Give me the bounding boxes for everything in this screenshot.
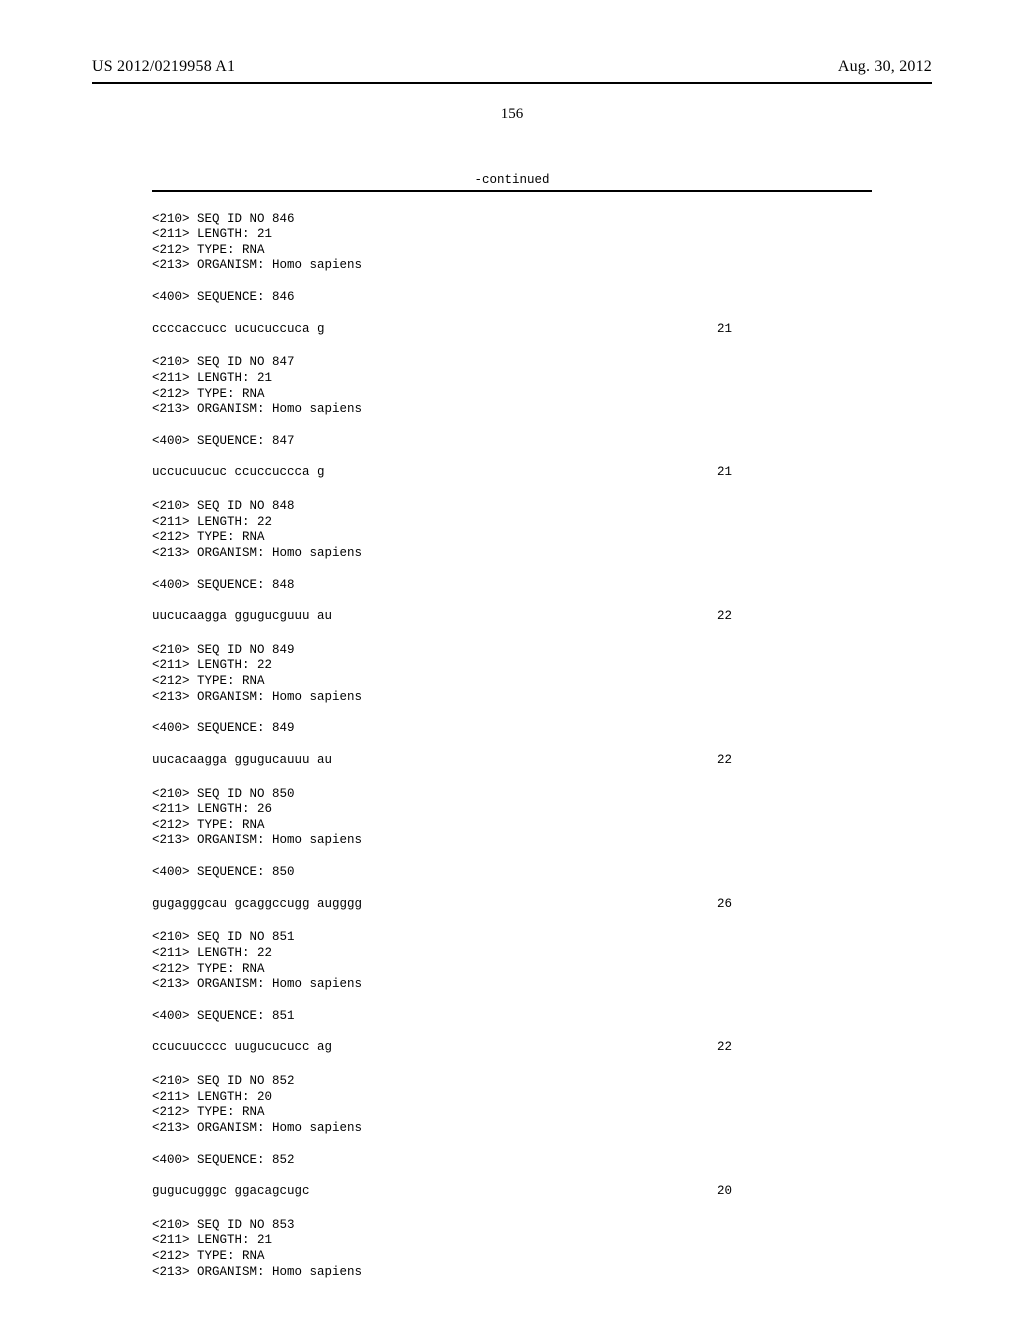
seq-id-line: <210> SEQ ID NO 849 [152,643,872,659]
seq-length-value: 22 [717,753,872,769]
seq-organism-line: <213> ORGANISM: Homo sapiens [152,833,872,849]
seq-length-line: <211> LENGTH: 26 [152,802,872,818]
seq-text: ccucuucccc uugucucucc ag [152,1040,332,1056]
seq-length-line: <211> LENGTH: 22 [152,658,872,674]
seq-text: gugucugggc ggacagcugc [152,1184,310,1200]
seq-block: <210> SEQ ID NO 853 <211> LENGTH: 21 <21… [152,1218,872,1281]
seq-row: gugucugggc ggacagcugc 20 [152,1184,872,1200]
seq-block: <210> SEQ ID NO 846 <211> LENGTH: 21 <21… [152,212,872,338]
publication-number: US 2012/0219958 A1 [92,58,235,76]
seq-type-line: <212> TYPE: RNA [152,818,872,834]
seq-length-value: 26 [717,897,872,913]
seq-header-line: <400> SEQUENCE: 850 [152,865,872,881]
seq-header-line: <400> SEQUENCE: 847 [152,434,872,450]
seq-id-line: <210> SEQ ID NO 847 [152,355,872,371]
seq-organism-line: <213> ORGANISM: Homo sapiens [152,546,872,562]
seq-text: gugagggcau gcaggccugg augggg [152,897,362,913]
publication-date: Aug. 30, 2012 [838,58,932,76]
page-number: 156 [0,106,1024,123]
seq-length-line: <211> LENGTH: 21 [152,227,872,243]
sequence-listing: <210> SEQ ID NO 846 <211> LENGTH: 21 <21… [0,194,1024,1281]
seq-block: <210> SEQ ID NO 850 <211> LENGTH: 26 <21… [152,787,872,913]
seq-row: gugagggcau gcaggccugg augggg 26 [152,897,872,913]
seq-length-line: <211> LENGTH: 20 [152,1090,872,1106]
seq-id-line: <210> SEQ ID NO 853 [152,1218,872,1234]
seq-block: <210> SEQ ID NO 849 <211> LENGTH: 22 <21… [152,643,872,769]
seq-length-line: <211> LENGTH: 22 [152,946,872,962]
seq-row: ccucuucccc uugucucucc ag 22 [152,1040,872,1056]
seq-text: uucucaagga ggugucguuu au [152,609,332,625]
seq-organism-line: <213> ORGANISM: Homo sapiens [152,1265,872,1281]
seq-header-line: <400> SEQUENCE: 852 [152,1153,872,1169]
seq-organism-line: <213> ORGANISM: Homo sapiens [152,402,872,418]
seq-id-line: <210> SEQ ID NO 852 [152,1074,872,1090]
page-header: US 2012/0219958 A1 Aug. 30, 2012 [0,0,1024,82]
seq-organism-line: <213> ORGANISM: Homo sapiens [152,690,872,706]
seq-type-line: <212> TYPE: RNA [152,387,872,403]
seq-length-value: 22 [717,609,872,625]
seq-id-line: <210> SEQ ID NO 850 [152,787,872,803]
seq-organism-line: <213> ORGANISM: Homo sapiens [152,1121,872,1137]
seq-id-line: <210> SEQ ID NO 851 [152,930,872,946]
seq-organism-line: <213> ORGANISM: Homo sapiens [152,977,872,993]
seq-block: <210> SEQ ID NO 848 <211> LENGTH: 22 <21… [152,499,872,625]
seq-text: uucacaagga ggugucauuu au [152,753,332,769]
seq-type-line: <212> TYPE: RNA [152,1105,872,1121]
seq-length-line: <211> LENGTH: 21 [152,1233,872,1249]
seq-header-line: <400> SEQUENCE: 848 [152,578,872,594]
seq-type-line: <212> TYPE: RNA [152,530,872,546]
seq-block: <210> SEQ ID NO 847 <211> LENGTH: 21 <21… [152,355,872,481]
seq-row: uccucuucuc ccuccuccca g 21 [152,465,872,481]
seq-block: <210> SEQ ID NO 851 <211> LENGTH: 22 <21… [152,930,872,1056]
seq-length-line: <211> LENGTH: 22 [152,515,872,531]
seq-row: ccccaccucc ucucuccuca g 21 [152,322,872,338]
seq-id-line: <210> SEQ ID NO 848 [152,499,872,515]
seq-header-line: <400> SEQUENCE: 849 [152,721,872,737]
seq-header-line: <400> SEQUENCE: 851 [152,1009,872,1025]
listing-top-rule [152,190,872,192]
seq-type-line: <212> TYPE: RNA [152,243,872,259]
seq-id-line: <210> SEQ ID NO 846 [152,212,872,228]
seq-row: uucucaagga ggugucguuu au 22 [152,609,872,625]
seq-length-line: <211> LENGTH: 21 [152,371,872,387]
seq-type-line: <212> TYPE: RNA [152,674,872,690]
seq-text: uccucuucuc ccuccuccca g [152,465,325,481]
seq-length-value: 21 [717,465,872,481]
seq-text: ccccaccucc ucucuccuca g [152,322,325,338]
seq-length-value: 21 [717,322,872,338]
seq-header-line: <400> SEQUENCE: 846 [152,290,872,306]
seq-length-value: 20 [717,1184,872,1200]
seq-block: <210> SEQ ID NO 852 <211> LENGTH: 20 <21… [152,1074,872,1200]
seq-organism-line: <213> ORGANISM: Homo sapiens [152,258,872,274]
seq-type-line: <212> TYPE: RNA [152,1249,872,1265]
seq-length-value: 22 [717,1040,872,1056]
seq-row: uucacaagga ggugucauuu au 22 [152,753,872,769]
header-rule [92,82,932,84]
seq-type-line: <212> TYPE: RNA [152,962,872,978]
continued-label: -continued [0,173,1024,187]
